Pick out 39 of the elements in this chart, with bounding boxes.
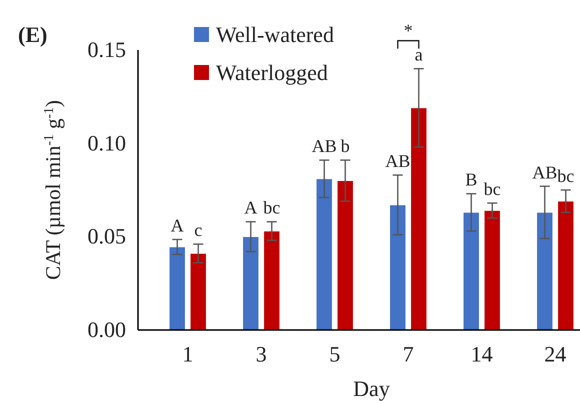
bar (410, 108, 428, 330)
bar (484, 210, 501, 330)
text: * (404, 20, 413, 41)
y-tick-label: 0.10 (88, 130, 126, 156)
data-label: AB (385, 151, 410, 172)
data-label: AB (532, 162, 558, 182)
data-label: b (340, 136, 350, 156)
legend-label: Waterlogged (216, 60, 328, 85)
x-tick-label: 1 (182, 342, 194, 367)
bar (389, 204, 406, 330)
x-tick-label: 24 (544, 342, 566, 367)
bar (316, 178, 333, 330)
data-label: bc (557, 166, 574, 186)
bar (536, 212, 554, 330)
data-label: A (170, 215, 184, 236)
x-tick-label: 14 (470, 342, 493, 367)
x-tick-label: 5 (329, 342, 340, 367)
x-tick-label: 7 (402, 342, 414, 367)
data-label: a (414, 44, 423, 65)
data-label: bc (263, 198, 280, 218)
bar (168, 246, 186, 330)
y-tick-label: 0.05 (88, 224, 126, 249)
bar (462, 212, 480, 330)
bar (263, 230, 280, 330)
data-label: bc (484, 179, 501, 200)
bar (242, 236, 260, 330)
bar (336, 180, 354, 330)
data-label: B (465, 170, 478, 190)
x-axis-title: Day (353, 376, 390, 401)
chart-title: (E) (18, 22, 48, 47)
x-tick-label: 3 (256, 342, 267, 367)
y-tick-label: 0.15 (88, 37, 126, 62)
y-tick-label: 0.00 (88, 317, 126, 342)
legend-label: Well-watered (216, 22, 334, 47)
bar (557, 200, 574, 330)
data-label: A (244, 198, 258, 218)
data-label: c (194, 220, 202, 240)
data-label: AB (312, 136, 337, 156)
bar (190, 253, 207, 330)
